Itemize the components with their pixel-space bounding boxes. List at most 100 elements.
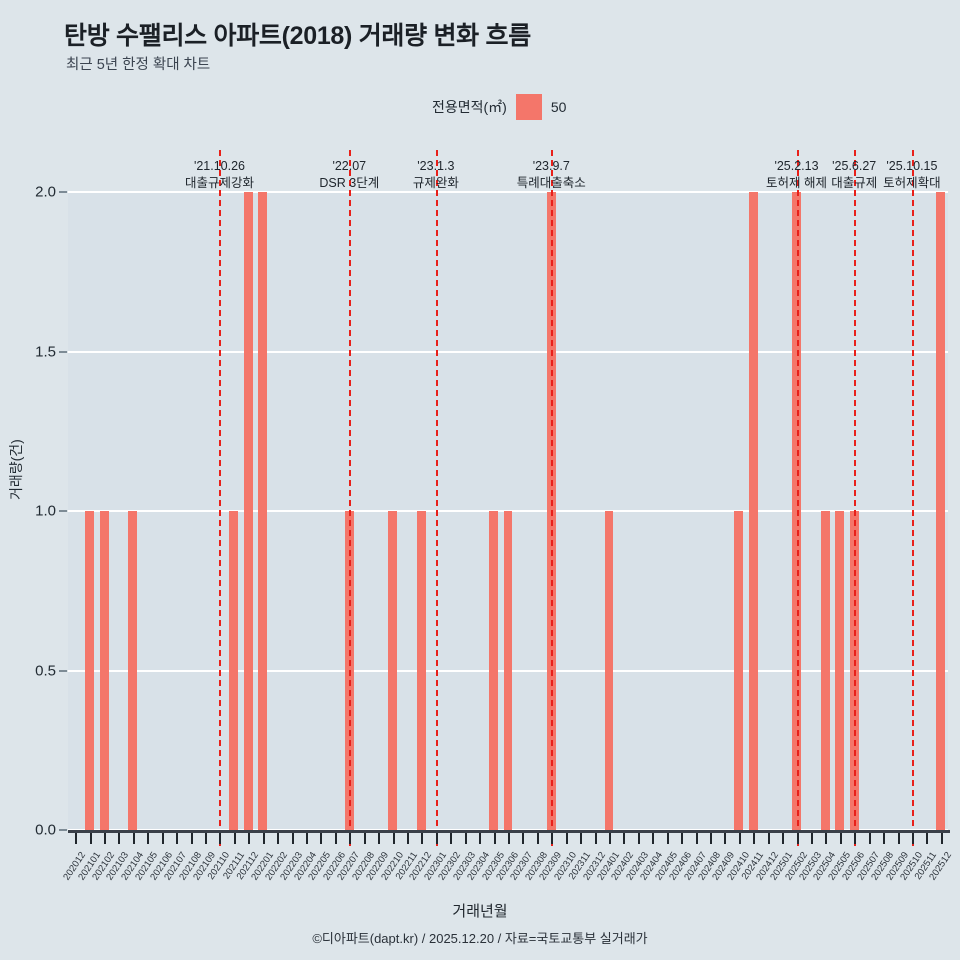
page-subtitle: 최근 5년 한정 확대 차트 <box>66 57 211 73</box>
x-axis-tick-mark <box>623 833 626 844</box>
bar[interactable] <box>835 511 845 830</box>
bar[interactable] <box>734 511 744 830</box>
x-axis-tick-mark <box>233 833 236 844</box>
y-axis-tick-mark <box>59 191 67 193</box>
x-axis-tick-mark <box>104 833 107 844</box>
event-marker-line <box>349 150 352 846</box>
x-axis-tick-mark <box>681 833 684 844</box>
bar[interactable] <box>99 511 109 830</box>
x-axis-tick-mark <box>407 833 410 844</box>
x-axis-tick-mark <box>277 833 280 844</box>
y-axis-tick-label: 1.0 <box>35 502 56 520</box>
x-axis-tick-mark <box>652 833 655 844</box>
x-axis-tick-mark <box>782 833 785 844</box>
legend-title: 전용면적(㎡) <box>432 99 507 115</box>
y-axis-tick-mark <box>59 350 67 353</box>
y-axis-tick-label: 2.0 <box>35 183 56 201</box>
plot-area: 0.0 0.5 1.0 1.5 2.0 <box>35 150 948 846</box>
x-axis-tick-mark <box>637 833 640 844</box>
x-axis-tick-mark <box>450 833 453 844</box>
bar[interactable] <box>388 511 398 830</box>
event-date: '25.2.13 <box>774 159 819 173</box>
x-axis-tick-mark <box>926 833 929 844</box>
x-axis-tick-mark <box>709 833 712 844</box>
x-axis-tick-mark <box>580 833 583 844</box>
y-axis-tick-label: 1.5 <box>35 343 56 360</box>
x-axis-tick-mark <box>565 833 568 844</box>
y-gridline <box>68 350 948 353</box>
event-annotation-label: '25.2.13 토허제 해제 <box>766 158 827 192</box>
y-axis-tick-label: 0.5 <box>35 662 56 679</box>
x-axis-tick-mark <box>608 833 611 844</box>
bar[interactable] <box>85 511 95 830</box>
event-text: 토허제확대 <box>883 175 941 190</box>
x-axis-tick-mark <box>291 833 294 844</box>
x-axis-tick-mark <box>392 833 395 844</box>
event-annotation-label: '23.1.3 규제완화 <box>413 158 459 192</box>
x-axis-tick-mark <box>911 833 914 844</box>
bar[interactable] <box>748 192 758 830</box>
x-axis-title: 거래년월 <box>452 903 508 920</box>
x-axis-tick-mark <box>147 833 150 844</box>
event-date: '21.10.26 <box>193 159 245 173</box>
x-axis-tick-mark <box>825 833 828 844</box>
event-marker-line <box>551 150 554 846</box>
event-date: '23.1.3 <box>417 159 455 173</box>
event-annotation-label: '25.10.15 토허제확대 <box>883 158 941 192</box>
x-axis-tick-mark <box>161 833 164 844</box>
page-title: 탄방 수팰리스 아파트(2018) 거래량 변화 흐름 <box>64 22 531 50</box>
event-marker-line <box>854 150 857 846</box>
bar[interactable] <box>243 192 253 830</box>
x-axis-tick-mark <box>75 833 78 844</box>
x-axis-tick-mark <box>421 833 424 844</box>
x-axis-tick-mark <box>219 833 222 844</box>
bar[interactable] <box>604 511 614 830</box>
x-axis-tick-mark <box>464 833 467 844</box>
y-axis-tick-label: 0.0 <box>35 821 56 839</box>
y-axis-tick-mark <box>59 669 67 672</box>
bar[interactable] <box>229 511 239 830</box>
x-axis-tick-mark <box>262 833 265 844</box>
bar[interactable] <box>820 511 830 830</box>
event-marker-line <box>911 150 914 846</box>
event-date: '25.10.15 <box>886 159 938 173</box>
bar[interactable] <box>416 511 426 830</box>
x-axis-tick-mark <box>248 833 251 844</box>
x-axis-tick-mark <box>493 833 496 844</box>
event-text: 규제완화 <box>412 175 459 190</box>
event-date: '23.9.7 <box>532 159 570 173</box>
x-axis-tick-mark <box>854 833 857 844</box>
bar[interactable] <box>503 511 513 830</box>
x-axis-tick-mark <box>796 833 799 844</box>
x-axis-tick-mark <box>89 833 92 844</box>
legend-color-swatch <box>515 94 542 120</box>
x-axis-tick-mark <box>205 833 208 844</box>
bar[interactable] <box>128 511 138 830</box>
x-axis-tick-mark <box>724 833 727 844</box>
event-date: '25.6.27 <box>832 159 877 173</box>
event-annotation-label: '22.07 DSR 3단계 <box>319 158 379 192</box>
bar[interactable] <box>489 511 499 830</box>
x-axis-tick-mark <box>334 833 337 844</box>
event-text: 대출규제강화 <box>184 175 254 190</box>
x-axis-tick-mark <box>363 833 366 844</box>
event-date: '22.07 <box>332 159 367 173</box>
x-axis-tick-mark <box>868 833 871 844</box>
x-axis-tick-mark <box>176 833 179 844</box>
x-axis-tick-mark <box>940 833 943 844</box>
x-axis-tick-mark <box>666 833 669 844</box>
x-axis-tick-mark <box>522 833 525 844</box>
bar[interactable] <box>936 192 946 830</box>
x-axis-tick-mark <box>839 833 842 844</box>
x-axis-tick-mark <box>479 833 482 844</box>
x-axis-tick-mark <box>753 833 756 844</box>
bar[interactable] <box>258 192 268 830</box>
event-marker-line <box>219 150 222 846</box>
x-axis-tick-mark <box>306 833 309 844</box>
x-axis-tick-mark <box>190 833 193 844</box>
x-axis-tick-mark <box>738 833 741 844</box>
chart-legend: 전용면적(㎡) 50 <box>432 94 566 120</box>
event-text: 대출규제 <box>831 175 878 190</box>
event-annotation-label: '23.9.7 특례대출축소 <box>517 158 586 192</box>
x-axis-tick-mark <box>883 833 886 844</box>
